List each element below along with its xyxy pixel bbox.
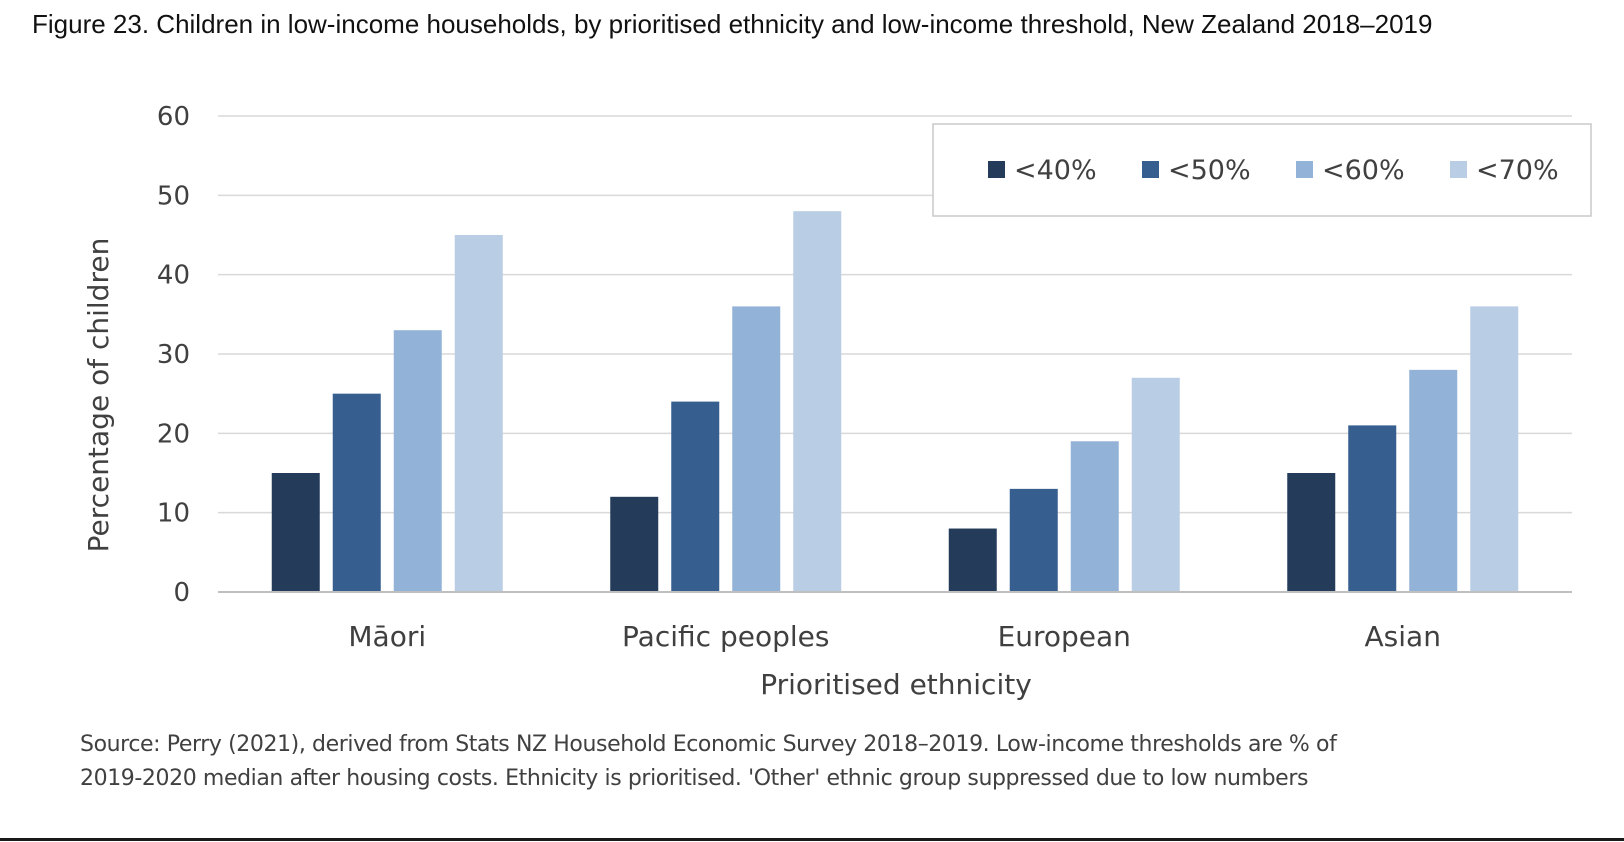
bar: [332, 393, 381, 592]
y-tick-label: 50: [157, 181, 190, 211]
bar: [271, 473, 320, 592]
legend-swatch: [988, 161, 1005, 178]
gridlines: [218, 115, 1572, 514]
legend-swatch: [1142, 161, 1159, 178]
bar: [793, 211, 842, 592]
chart-title: Figure 23. Children in low-income househ…: [32, 9, 1433, 39]
bar: [1131, 377, 1180, 592]
bar: [1409, 369, 1458, 592]
x-tick-label: European: [998, 620, 1131, 653]
source-note: Source: Perry (2021), derived from Stats…: [80, 732, 1337, 791]
bar: [1070, 441, 1119, 592]
x-tick-label: Pacific peoples: [622, 620, 829, 653]
legend: <40% <50% <60% <70%: [932, 123, 1592, 217]
bar: [948, 528, 997, 592]
y-tick-label: 20: [157, 419, 190, 449]
bar: [732, 306, 781, 592]
x-tick-label: Māori: [348, 620, 426, 653]
legend-box: [932, 123, 1592, 217]
y-axis-label: Percentage of children: [82, 238, 115, 553]
y-tick-label: 10: [157, 499, 190, 529]
y-tick-label: 40: [157, 261, 190, 291]
y-tick-label: 0: [173, 578, 190, 608]
bar-chart: 0 10 20 30 40 50 60 Māori Pacific peoples Europea…: [82, 102, 1592, 701]
bar: [393, 330, 442, 592]
legend-items: <40% <50% <60% <70%: [988, 155, 1559, 186]
x-tick-label: Asian: [1365, 620, 1441, 653]
x-axis-label: Prioritised ethnicity: [760, 668, 1032, 701]
bar: [610, 496, 659, 592]
bars: [271, 211, 1519, 592]
bar: [454, 235, 503, 592]
bar: [671, 401, 720, 592]
legend-swatch: [1296, 161, 1313, 178]
axes: 0 10 20 30 40 50 60 Māori Pacific peoples Europea…: [157, 102, 1572, 653]
legend-swatch: [1450, 161, 1467, 178]
y-tick-label: 30: [157, 340, 190, 370]
legend-label: <60%: [1322, 155, 1405, 186]
bar: [1348, 425, 1397, 592]
bar: [1287, 473, 1336, 592]
y-tick-label: 60: [157, 102, 190, 132]
bar: [1470, 306, 1519, 592]
legend-label: <70%: [1476, 155, 1559, 186]
bar: [1009, 488, 1058, 592]
legend-label: <40%: [1014, 155, 1097, 186]
legend-label: <50%: [1168, 155, 1251, 186]
bottom-divider: [0, 838, 1624, 841]
